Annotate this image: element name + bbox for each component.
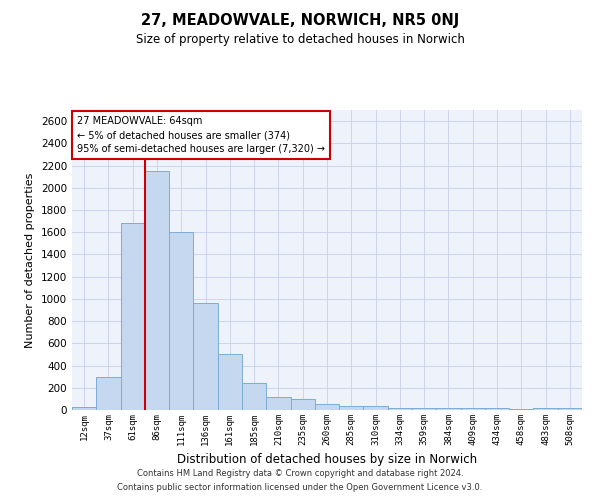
Bar xyxy=(193,304,218,410)
Bar xyxy=(121,224,145,410)
Text: Size of property relative to detached houses in Norwich: Size of property relative to detached ho… xyxy=(136,32,464,46)
Text: Contains public sector information licensed under the Open Government Licence v3: Contains public sector information licen… xyxy=(118,484,482,492)
X-axis label: Distribution of detached houses by size in Norwich: Distribution of detached houses by size … xyxy=(177,454,477,466)
Bar xyxy=(388,408,412,410)
Bar xyxy=(412,408,436,410)
Bar xyxy=(218,354,242,410)
Bar xyxy=(96,376,121,410)
Bar xyxy=(169,232,193,410)
Bar xyxy=(558,408,582,410)
Bar xyxy=(485,408,509,410)
Bar xyxy=(145,171,169,410)
Bar xyxy=(461,408,485,410)
Bar xyxy=(436,408,461,410)
Text: Contains HM Land Registry data © Crown copyright and database right 2024.: Contains HM Land Registry data © Crown c… xyxy=(137,468,463,477)
Bar xyxy=(364,406,388,410)
Bar xyxy=(315,404,339,410)
Text: 27 MEADOWVALE: 64sqm
← 5% of detached houses are smaller (374)
95% of semi-detac: 27 MEADOWVALE: 64sqm ← 5% of detached ho… xyxy=(77,116,325,154)
Bar xyxy=(339,406,364,410)
Bar xyxy=(290,399,315,410)
Bar xyxy=(72,407,96,410)
Bar xyxy=(242,384,266,410)
Text: 27, MEADOWVALE, NORWICH, NR5 0NJ: 27, MEADOWVALE, NORWICH, NR5 0NJ xyxy=(141,12,459,28)
Bar xyxy=(533,408,558,410)
Y-axis label: Number of detached properties: Number of detached properties xyxy=(25,172,35,348)
Bar xyxy=(266,396,290,410)
